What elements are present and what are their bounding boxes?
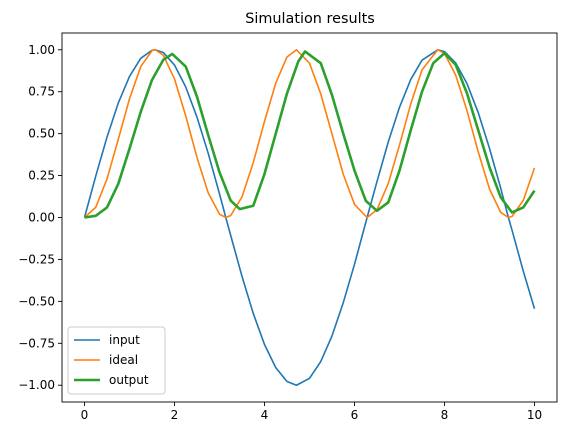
chart-title: Simulation results [245, 11, 374, 27]
x-tick-label: 8 [441, 408, 449, 422]
legend-label-input: input [109, 333, 140, 347]
y-tick-label: −0.75 [18, 336, 55, 350]
y-tick-label: −0.50 [18, 294, 55, 308]
y-tick-label: 0.75 [28, 85, 55, 99]
plot-area [83, 48, 536, 387]
y-tick-label: 1.00 [28, 43, 55, 57]
axes: 0 2 4 6 8 10 1.00 0.75 0.50 0.25 0.00 −0.25 −0.50 −0.… [18, 32, 558, 422]
x-tick-label: 2 [171, 408, 179, 422]
y-tick-label: −0.25 [18, 252, 55, 266]
x-tick-label: 4 [261, 408, 269, 422]
legend-label-output: output [109, 373, 149, 387]
legend-box [67, 326, 166, 395]
y-tick-label: 0.00 [28, 211, 55, 225]
y-tick-label: 0.25 [28, 169, 55, 183]
series-line-output [84, 50, 536, 219]
x-tick-label: 6 [351, 408, 359, 422]
legend: input ideal output [67, 326, 166, 395]
y-tick-label: 0.50 [28, 127, 55, 141]
x-tick-label: 0 [81, 408, 89, 422]
legend-label-ideal: ideal [109, 353, 138, 367]
x-tick-label: 10 [527, 408, 542, 422]
y-tick-label: −1.00 [18, 378, 55, 392]
